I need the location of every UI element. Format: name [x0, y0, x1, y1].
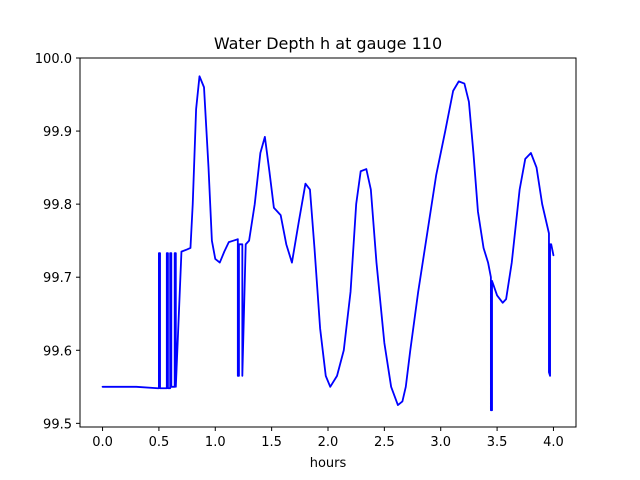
x-tick-label: 0.0: [92, 435, 113, 450]
x-tick-label: 3.5: [487, 435, 508, 450]
x-tick-label: 2.0: [318, 435, 339, 450]
y-tick-label: 99.7: [43, 271, 72, 286]
x-tick-label: 3.0: [430, 435, 451, 450]
series-line-0: [101, 75, 555, 412]
plot-area: [101, 75, 555, 412]
y-tick-label: 99.9: [43, 125, 72, 140]
chart-title: Water Depth h at gauge 110: [214, 34, 442, 53]
axes: 0.0 0.5 1.0 1.5 2.0 2.5 3.0 3.5 4.0 99.5 99.6 99.7 9…: [35, 52, 577, 450]
y-tick-label: 99.8: [43, 198, 72, 213]
y-tick-label: 99.6: [43, 344, 72, 359]
y-tick-label: 100.0: [35, 52, 72, 67]
x-tick-label: 1.0: [205, 435, 226, 450]
x-tick-label: 2.5: [374, 435, 395, 450]
x-axis-label: hours: [310, 456, 347, 471]
y-tick-label: 99.5: [43, 417, 72, 432]
x-tick-label: 0.5: [149, 435, 170, 450]
x-tick-label: 4.0: [543, 435, 564, 450]
x-tick-label: 1.5: [261, 435, 282, 450]
